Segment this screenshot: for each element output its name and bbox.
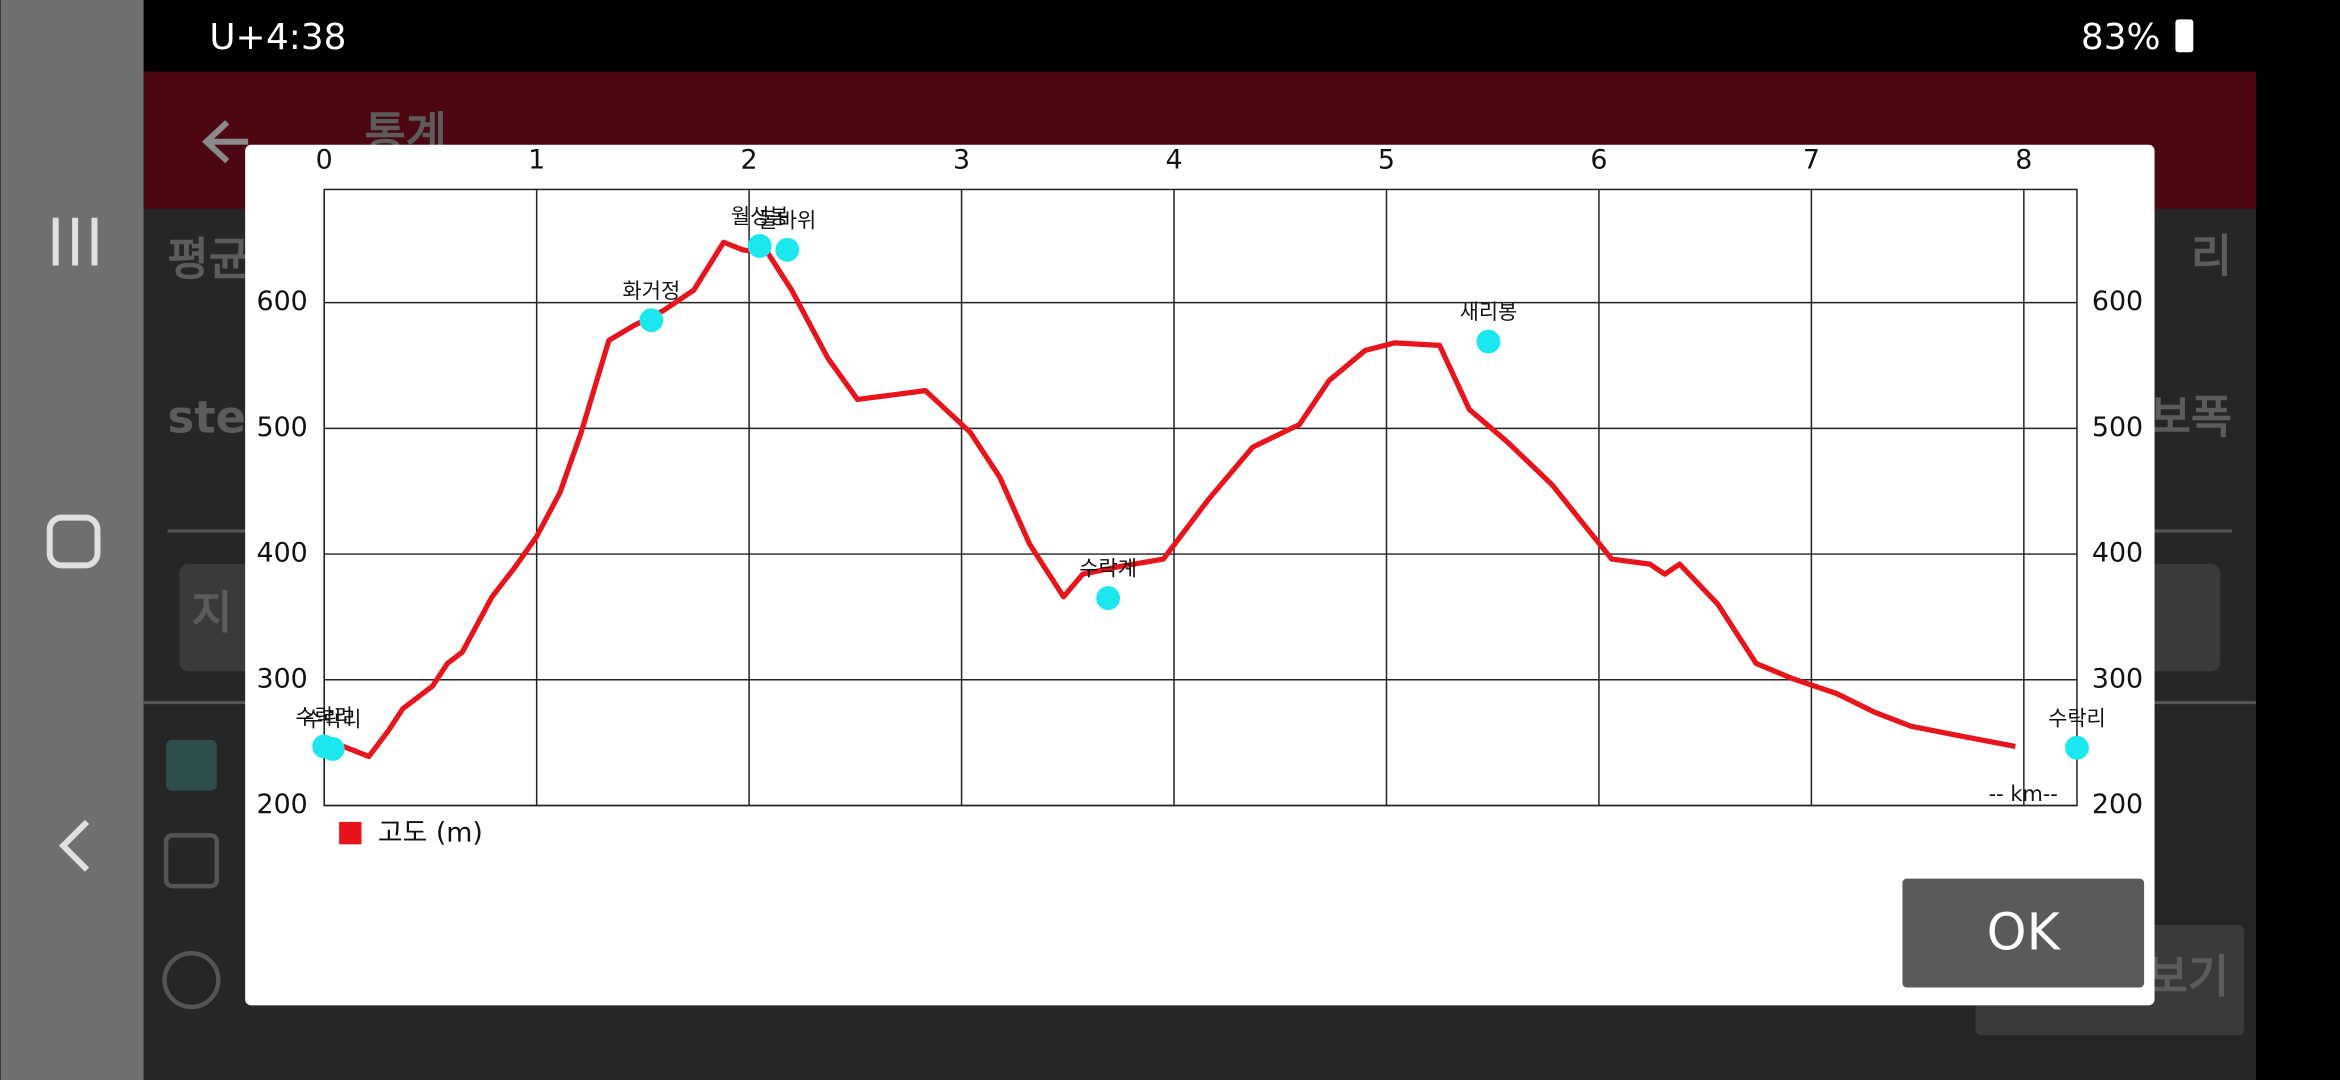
legend-label: 고도 (m) [378,817,483,848]
ok-button[interactable] [1902,878,2145,988]
x-tick-label: 0 [316,145,333,176]
waypoint-label: 수락리 [2048,706,2106,730]
waypoint-label: 새리봉 [1460,300,1518,324]
waypoint-label: 돌바위 [759,208,817,232]
x-tick-label: 2 [741,145,758,176]
bg-label: 보폭 [2150,391,2232,444]
y-tick-label: 600 [257,286,308,317]
recent-apps-button[interactable] [52,217,98,266]
waypoint [320,737,345,761]
x-tick-label: 1 [528,145,545,176]
carrier: U+ [209,17,265,58]
status-bar [143,0,2256,72]
nav-bar [0,0,144,1080]
y-tick-label: 400 [257,538,308,569]
app-back-icon[interactable] [201,120,249,164]
back-button[interactable] [58,819,90,872]
waypoint [1476,329,1501,354]
x-tick-label: 8 [2015,145,2032,176]
waypoint-label: 수락계 [1079,557,1137,581]
radio[interactable] [162,950,221,1010]
waypoint [775,237,800,262]
y2-tick-label: 300 [2092,663,2143,694]
bg-label: ste [168,391,246,444]
y2-tick-label: 600 [2092,286,2143,317]
waypoint [639,308,664,333]
y-tick-label: 300 [257,663,308,694]
legend-swatch [339,821,362,845]
waypoint-label: 수락리 [295,705,353,729]
y2-tick-label: 500 [2092,412,2143,443]
elevation-line [323,239,2016,760]
ok-label[interactable]: OK [1987,902,2062,961]
home-button[interactable] [46,514,101,569]
checkbox[interactable] [166,739,217,791]
x-tick-label: 3 [953,145,970,176]
y-tick-label: 200 [257,789,308,820]
elevation-chart: 0 1 2 3 4 5 6 7 8 200 200 300 300 400 400 500 500 600 600 고… [257,145,2144,849]
clock: 4:38 [266,17,346,58]
x-tick-label: 5 [1378,145,1395,176]
bg-label: 평균 [168,233,250,286]
x-tick-label: 6 [1590,145,1607,176]
waypoint-label: 화거정 [623,279,681,303]
dialog [245,144,2155,1006]
waypoint-label: 월성봉 [731,205,789,229]
battery-icon [2175,19,2194,53]
waypoint-label: 수락리 [304,708,362,732]
y-tick-label: 500 [257,412,308,443]
checkbox[interactable] [163,833,220,889]
waypoint [1096,586,1121,611]
battery-level: 83% [2081,17,2161,58]
x-tick-label: 4 [1165,145,1182,176]
bg-label: 리 [2191,230,2232,283]
y2-tick-label: 400 [2092,538,2143,569]
waypoint [747,234,772,258]
y2-tick-label: 200 [2092,789,2143,820]
x-tick-label: 7 [1803,145,1820,176]
bg-label: 지 [191,586,232,639]
x-unit-label: -- km-- [1989,782,2058,806]
waypoint [2065,735,2089,760]
bg-label: 보기 [2147,950,2229,1003]
